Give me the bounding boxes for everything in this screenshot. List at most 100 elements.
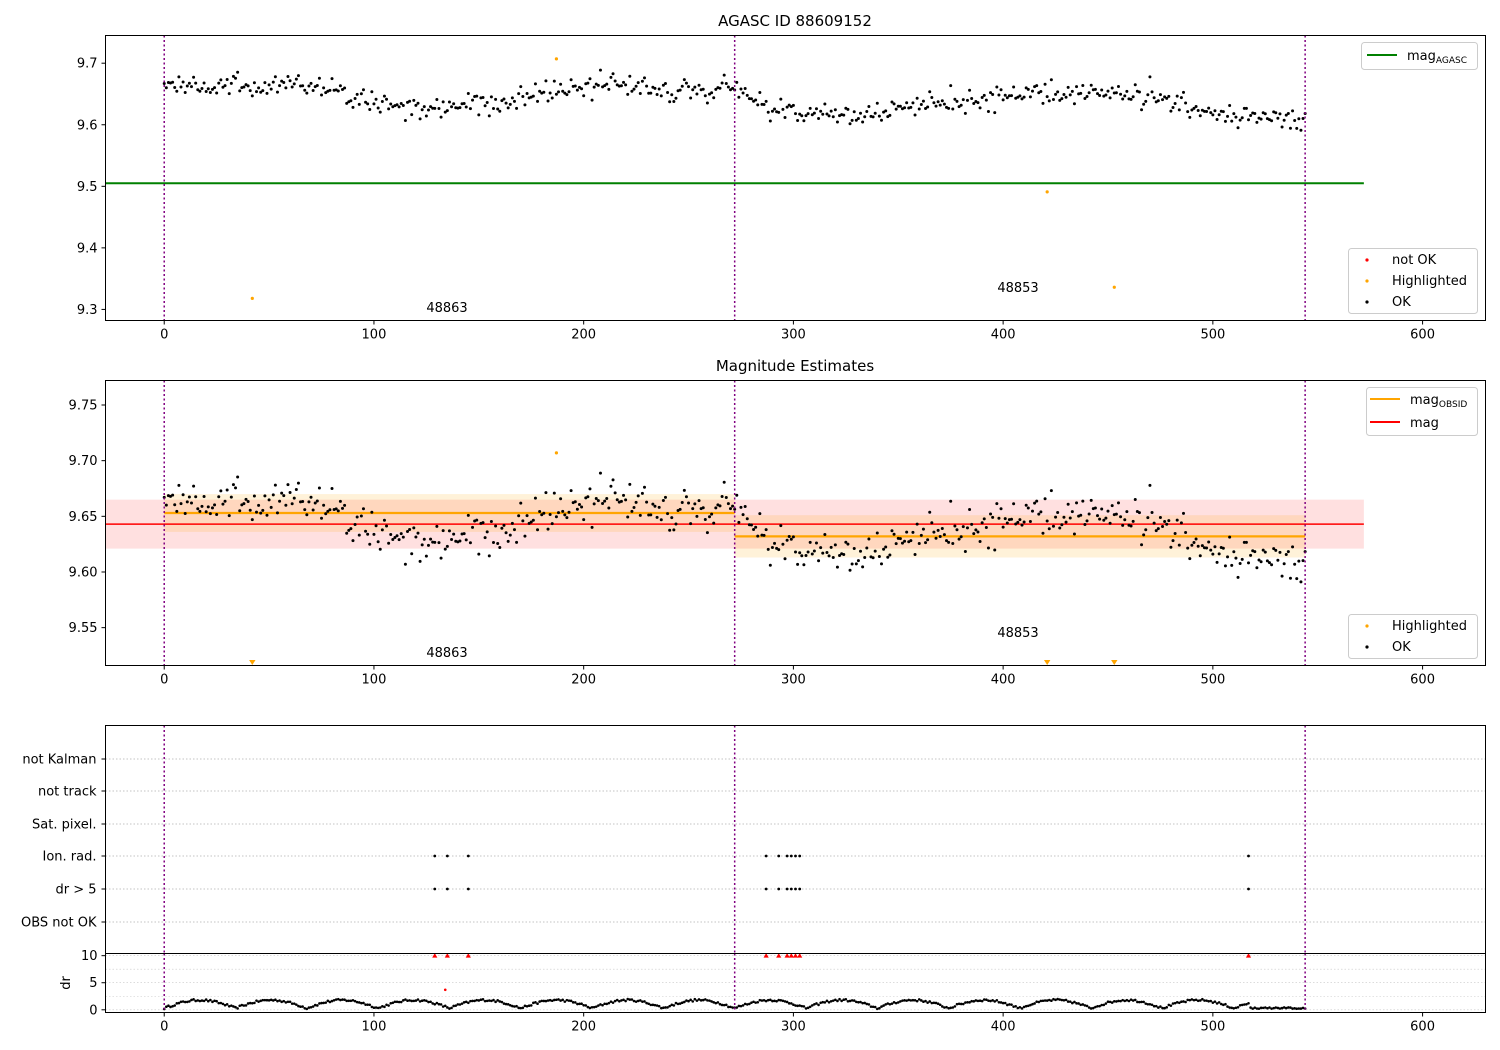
ok-point: [1276, 558, 1280, 562]
dr-point: [397, 1000, 401, 1004]
p2-xtick-label-100: 100: [362, 673, 387, 688]
dr-point: [769, 998, 772, 1002]
ok-point: [1186, 546, 1190, 550]
dr-point: [779, 998, 783, 1002]
ok-point: [410, 113, 414, 117]
ok-point: [833, 108, 837, 112]
ok-point: [468, 107, 472, 111]
ok-point: [1284, 552, 1288, 556]
ok-point: [714, 87, 718, 91]
ok-point: [693, 502, 697, 506]
dr-point: [567, 999, 571, 1002]
dr-clipped-marker: [1245, 953, 1252, 958]
dr-point: [676, 1002, 680, 1006]
dr-point: [634, 1000, 638, 1003]
dr-point: [259, 999, 262, 1003]
dr-point: [947, 1006, 950, 1010]
dr-point: [1089, 1007, 1093, 1010]
ok-point: [705, 531, 709, 535]
dr-point: [662, 1006, 665, 1010]
dr-point: [416, 998, 420, 1001]
dr-point: [1014, 1004, 1018, 1008]
dr-point: [1052, 997, 1055, 1001]
dr-point: [490, 999, 493, 1003]
dr-gt-5-flag-point: [466, 887, 470, 891]
dr-point: [443, 1004, 447, 1008]
ok-point: [968, 88, 972, 92]
dr-point: [435, 1001, 439, 1005]
ok-point: [622, 80, 626, 84]
dr-point: [735, 1006, 739, 1009]
ok-point: [1010, 94, 1014, 98]
ok-point: [993, 548, 997, 552]
ok-point: [844, 540, 848, 544]
dr-point: [1188, 998, 1192, 1002]
ok-point: [976, 530, 980, 534]
dr-point: [357, 1001, 361, 1004]
ok-point: [1226, 555, 1230, 559]
panel-1-frame: [105, 35, 1486, 321]
dr-gt-5-flag-point: [798, 887, 802, 891]
ok-point: [991, 93, 995, 97]
ok-point: [854, 562, 858, 566]
ok-point: [726, 502, 730, 506]
ok-point: [162, 81, 166, 85]
ok-point: [477, 552, 481, 556]
ok-point: [439, 556, 443, 560]
ok-point: [974, 528, 978, 532]
dr-point: [846, 999, 850, 1003]
ok-point: [420, 108, 424, 112]
dr-point: [1148, 1002, 1152, 1006]
ok-point: [1020, 523, 1024, 527]
ok-point: [926, 538, 930, 542]
ok-point: [1295, 577, 1299, 581]
ok-point: [447, 100, 451, 104]
dr-point: [1177, 1001, 1181, 1005]
ok-point: [982, 93, 986, 97]
ok-point: [1068, 93, 1072, 97]
ok-point: [525, 514, 529, 518]
ok-point: [1100, 88, 1104, 92]
dr-point: [1186, 998, 1189, 1002]
ok-point: [1188, 115, 1192, 119]
ok-point: [624, 498, 628, 502]
dr-point: [412, 999, 416, 1003]
ok-point: [802, 563, 806, 567]
p4-ytick-label-10: 10: [81, 949, 98, 964]
ok-point: [307, 84, 311, 88]
dr-point: [1219, 1002, 1223, 1006]
ok-point: [995, 85, 999, 89]
ok-point: [1259, 117, 1263, 121]
dr-point: [647, 1002, 650, 1006]
ok-point: [594, 496, 598, 500]
ok-point: [951, 107, 955, 111]
dr-point: [387, 1004, 390, 1007]
ok-point: [827, 114, 831, 118]
ok-point: [745, 93, 749, 97]
ok-point: [257, 503, 261, 507]
dr-point: [343, 998, 346, 1001]
ok-point: [292, 496, 296, 500]
dr-point: [322, 1001, 325, 1005]
ok-point: [957, 537, 961, 541]
ok-point: [789, 537, 793, 541]
dr-point: [1031, 1002, 1034, 1006]
ok-point: [1081, 499, 1085, 503]
dr-point: [1047, 998, 1051, 1002]
dr-point: [1207, 999, 1210, 1003]
ok-point: [1093, 87, 1097, 91]
ok-point: [294, 488, 298, 492]
ok-point: [192, 484, 196, 488]
dr-point: [446, 1006, 449, 1009]
ok-point: [508, 533, 512, 537]
dr-point: [884, 1003, 887, 1006]
ok-point: [697, 499, 701, 503]
ok-point: [903, 539, 907, 543]
dr-point: [292, 1002, 296, 1005]
ok-point: [670, 93, 674, 97]
ok-point: [250, 94, 254, 98]
ok-point: [779, 97, 783, 101]
ok-point: [1188, 557, 1192, 561]
ok-point: [387, 107, 391, 111]
ok-point: [871, 115, 875, 119]
